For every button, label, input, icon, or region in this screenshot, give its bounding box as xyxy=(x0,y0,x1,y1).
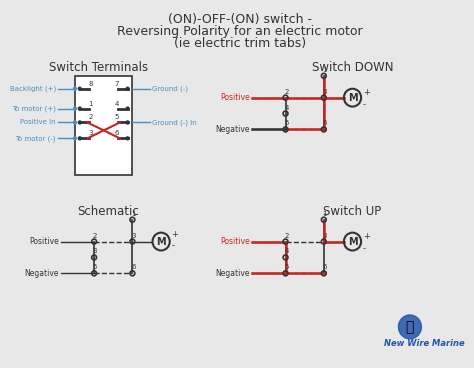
Text: Positive In: Positive In xyxy=(20,120,56,125)
Text: 4: 4 xyxy=(284,248,289,254)
Text: 4: 4 xyxy=(284,105,289,110)
Circle shape xyxy=(73,107,76,110)
Text: Positive: Positive xyxy=(220,237,250,246)
Text: Negative: Negative xyxy=(216,269,250,278)
Text: 8: 8 xyxy=(88,81,92,87)
Text: Ground (-) In: Ground (-) In xyxy=(152,119,196,126)
Circle shape xyxy=(78,121,81,124)
Text: Switch UP: Switch UP xyxy=(323,205,382,218)
Text: -: - xyxy=(172,241,174,251)
Text: Reversing Polarity for an electric motor: Reversing Polarity for an electric motor xyxy=(117,25,363,38)
Text: 1: 1 xyxy=(322,211,327,217)
Text: 6: 6 xyxy=(322,120,327,127)
Bar xyxy=(75,76,132,175)
Text: M: M xyxy=(348,237,357,247)
Text: To motor (-): To motor (-) xyxy=(15,135,56,142)
Text: Switch DOWN: Switch DOWN xyxy=(312,61,393,74)
Circle shape xyxy=(73,87,76,90)
Text: 2: 2 xyxy=(284,89,289,95)
Text: 2: 2 xyxy=(284,233,289,238)
Text: -: - xyxy=(363,100,366,109)
Text: 3: 3 xyxy=(322,89,327,95)
Circle shape xyxy=(126,107,129,110)
Text: Positive: Positive xyxy=(220,93,250,102)
Text: Switch Terminals: Switch Terminals xyxy=(49,61,148,74)
Text: (ON)-OFF-(ON) switch -: (ON)-OFF-(ON) switch - xyxy=(168,13,311,26)
Circle shape xyxy=(78,87,81,90)
Text: 6: 6 xyxy=(115,130,119,137)
Circle shape xyxy=(126,87,129,90)
Text: Positive: Positive xyxy=(29,237,59,246)
Text: 1: 1 xyxy=(322,67,327,73)
Text: 2: 2 xyxy=(88,114,92,120)
Text: 1: 1 xyxy=(131,211,136,217)
Text: To motor (+): To motor (+) xyxy=(12,105,56,112)
Text: +: + xyxy=(363,88,370,97)
Circle shape xyxy=(126,121,129,124)
Text: +: + xyxy=(363,232,370,241)
Text: 5: 5 xyxy=(284,120,289,127)
Text: 3: 3 xyxy=(322,233,327,238)
Circle shape xyxy=(399,315,421,339)
Text: M: M xyxy=(348,93,357,103)
Text: 4: 4 xyxy=(115,100,119,107)
Text: Negative: Negative xyxy=(24,269,59,278)
Text: 6: 6 xyxy=(131,264,136,270)
Text: 5: 5 xyxy=(115,114,119,120)
Circle shape xyxy=(126,137,129,140)
Text: -: - xyxy=(363,244,366,253)
Text: Negative: Negative xyxy=(216,125,250,134)
Text: 7: 7 xyxy=(115,81,119,87)
Text: 5: 5 xyxy=(284,264,289,270)
Text: New Wire Marine: New Wire Marine xyxy=(384,339,465,348)
Text: 3: 3 xyxy=(131,233,136,238)
Circle shape xyxy=(78,137,81,140)
Text: 5: 5 xyxy=(93,264,97,270)
Text: (ie electric trim tabs): (ie electric trim tabs) xyxy=(173,37,306,50)
Circle shape xyxy=(73,137,76,140)
Text: Backlight (+): Backlight (+) xyxy=(9,85,56,92)
Text: 3: 3 xyxy=(88,130,92,137)
Text: +: + xyxy=(172,230,179,238)
Circle shape xyxy=(78,107,81,110)
Text: Ground (-): Ground (-) xyxy=(152,85,188,92)
Text: 2: 2 xyxy=(93,233,97,238)
Text: Schematic: Schematic xyxy=(78,205,139,218)
Text: 1: 1 xyxy=(88,100,92,107)
Text: ⛵: ⛵ xyxy=(406,320,414,334)
Text: 6: 6 xyxy=(322,264,327,270)
Text: 3: 3 xyxy=(93,248,97,254)
Circle shape xyxy=(73,121,76,124)
Text: M: M xyxy=(156,237,166,247)
